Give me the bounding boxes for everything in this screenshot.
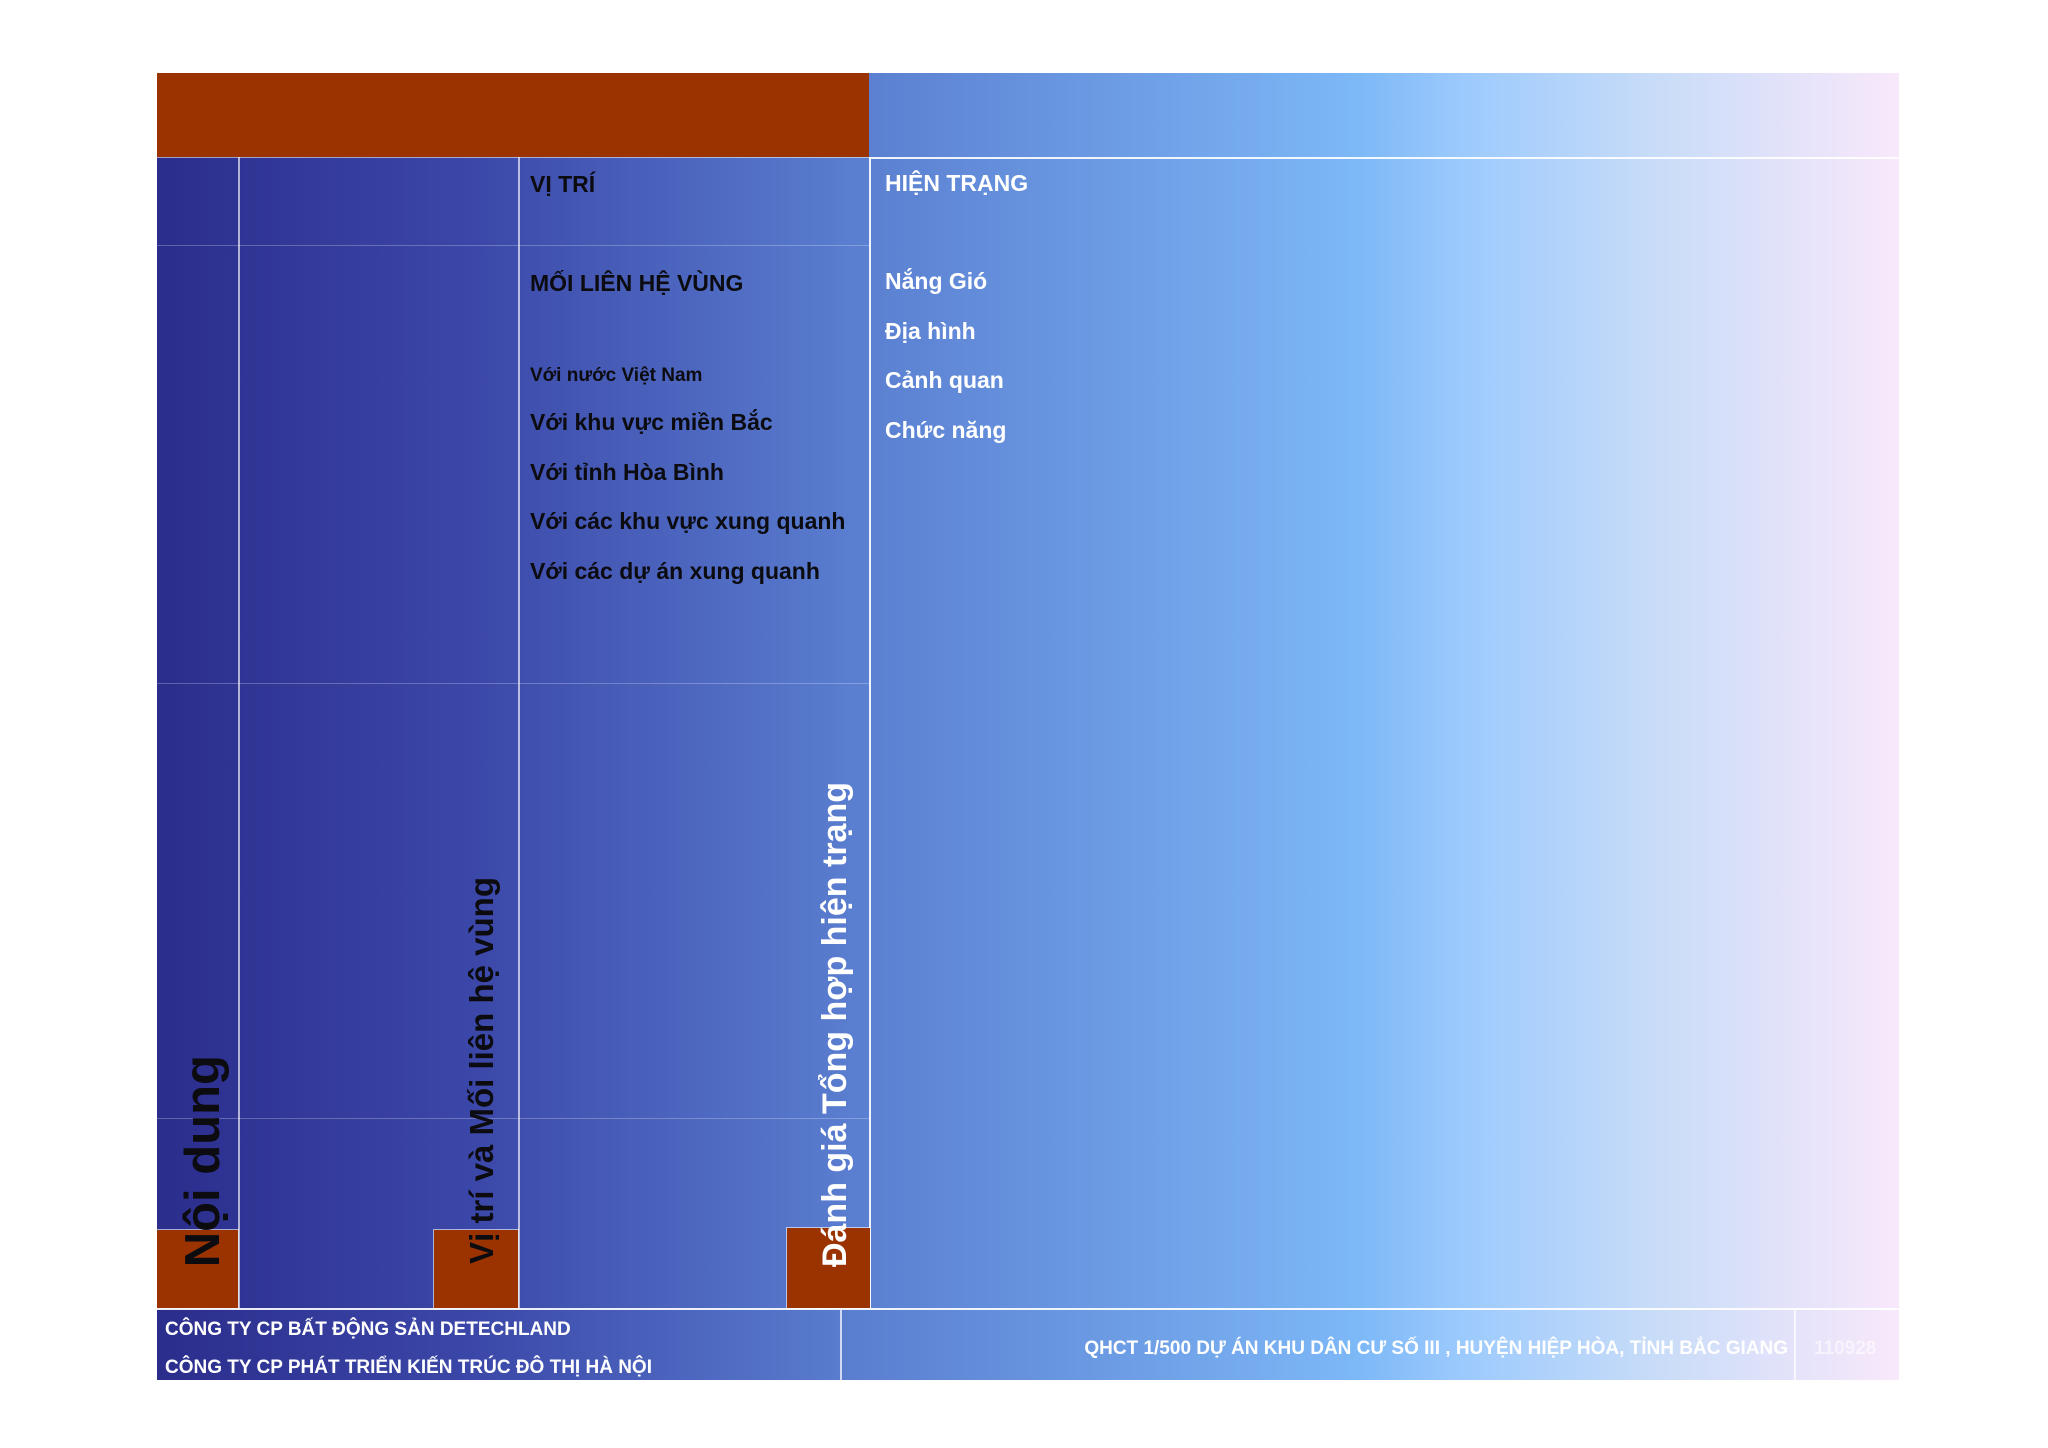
guide-line-1 — [157, 245, 869, 246]
item-voi-khu-vuc-mien-bac: Với khu vực miền Bắc — [530, 409, 773, 435]
column-line-1 — [238, 157, 240, 1308]
heading-hien-trang: HIỆN TRẠNG — [885, 170, 1029, 196]
footer-code: 110928 — [1814, 1338, 1877, 1359]
item-voi-cac-khu-vuc-xung-quanh: Với các khu vực xung quanh — [530, 508, 846, 534]
title-noi-dung: Nội dung — [176, 1054, 230, 1267]
bottom-rust-block-1 — [157, 1229, 239, 1309]
heading-vi-tri: VỊ TRÍ — [530, 171, 596, 197]
bottom-rust-block-3 — [786, 1227, 871, 1309]
footer-top-line — [157, 1308, 1899, 1310]
item-dia-hinh: Địa hình — [885, 318, 976, 344]
item-canh-quan: Cảnh quan — [885, 367, 1004, 393]
column-line-3 — [869, 157, 871, 1308]
footer-divider-1 — [840, 1310, 842, 1380]
bottom-rust-block-2 — [433, 1229, 519, 1309]
item-voi-nuoc-viet-nam: Với nước Việt Nam — [530, 365, 703, 386]
footer-company-1: CÔNG TY CP BẤT ĐỘNG SẢN DETECHLAND — [165, 1319, 571, 1340]
column-line-2 — [518, 157, 520, 1308]
header-rust-block — [157, 73, 869, 157]
item-nang-gio: Nắng Gió — [885, 268, 988, 294]
item-chuc-nang: Chức năng — [885, 417, 1007, 443]
header-left-divider-line — [157, 157, 869, 158]
item-voi-tinh-hoa-binh: Với tỉnh Hòa Bình — [530, 459, 724, 485]
footer-divider-2 — [1794, 1310, 1796, 1380]
guide-line-3 — [157, 1118, 869, 1119]
heading-moi-lien-he-vung: MỐI LIÊN HỆ VÙNG — [530, 270, 744, 296]
footer-project-title: QHCT 1/500 DỰ ÁN KHU DÂN CƯ SỐ III , HUY… — [1084, 1338, 1788, 1359]
item-voi-cac-du-an-xung-quanh: Với các dự án xung quanh — [530, 558, 820, 584]
slide: Nội dung Vị trí và Mối liên hệ vùng Đánh… — [157, 73, 1899, 1380]
header-divider-line — [869, 157, 1899, 159]
guide-line-2 — [157, 683, 869, 684]
title-vi-tri-moi-lien-he-vung: Vị trí và Mối liên hệ vùng — [463, 877, 500, 1264]
title-danh-gia-tong-hop: Đánh giá Tổng hợp hiện trạng — [816, 781, 854, 1267]
footer-company-2: CÔNG TY CP PHÁT TRIỂN KIẾN TRÚC ĐÔ THỊ H… — [165, 1357, 652, 1378]
